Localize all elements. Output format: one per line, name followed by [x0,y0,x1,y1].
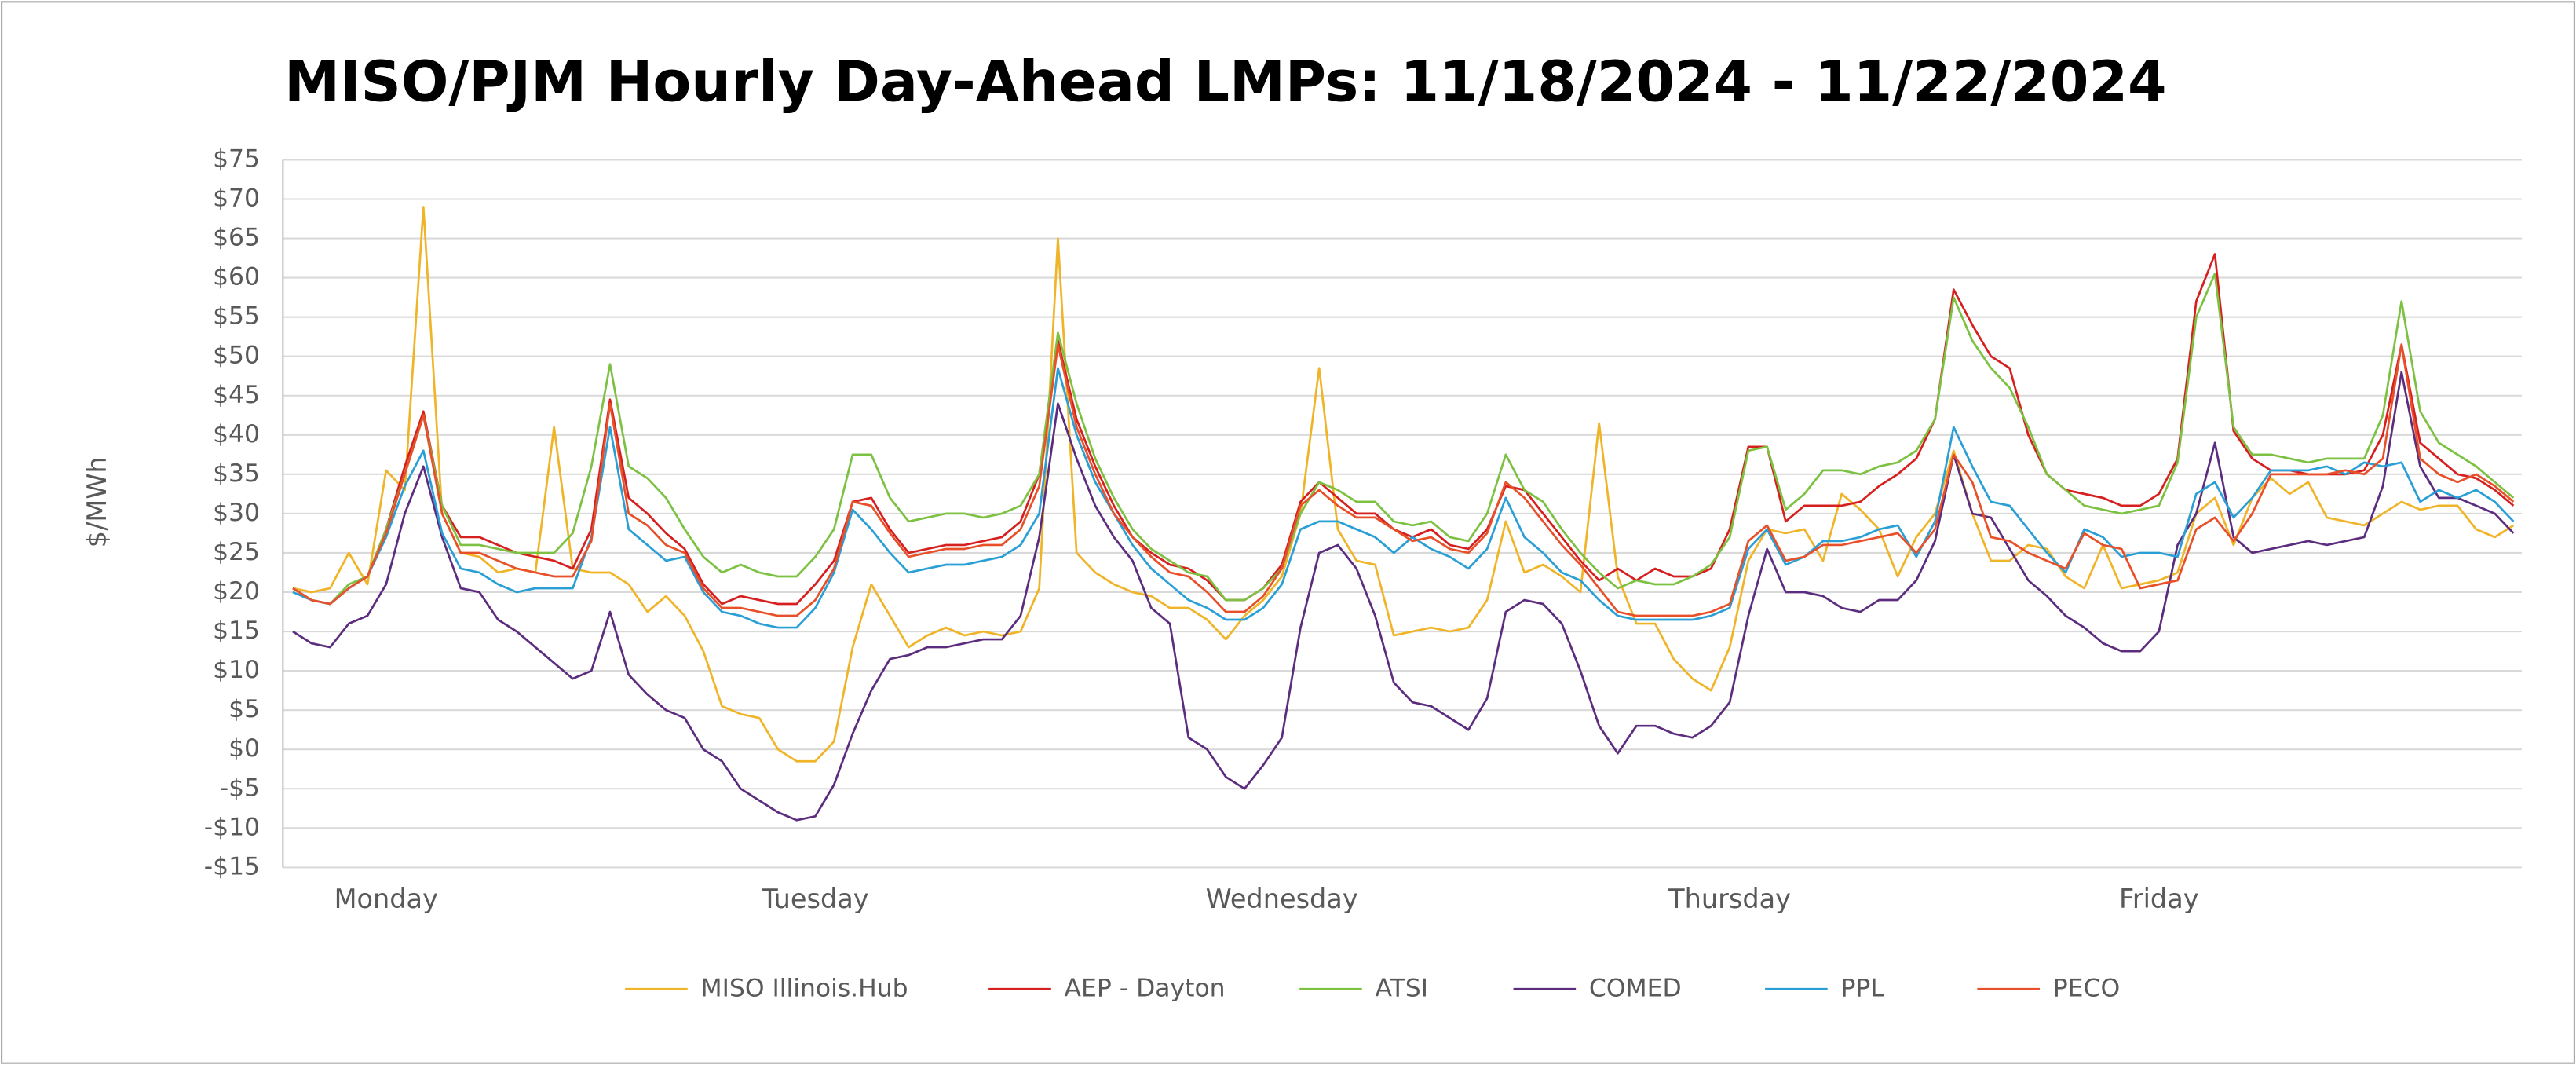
y-tick-label: $65 [213,224,260,252]
y-tick-label: $25 [213,538,260,566]
legend-label: PECO [2053,974,2120,1002]
y-tick-label: $10 [213,656,260,684]
y-tick-label: -$10 [204,813,260,841]
y-tick-label: $55 [213,302,260,331]
y-axis-label: $/MWh [82,456,112,547]
legend-label: ATSI [1376,974,1428,1002]
y-tick-label: $75 [213,145,260,173]
series-line [292,367,2515,629]
grid: $75 $70 $65 $60 $55 $50 $45 $40 $35 $30 $25 $20 $15 $… [204,145,2522,914]
y-tick-label: $70 [213,184,260,212]
legend-label: AEP - Dayton [1065,974,1226,1002]
x-tick-label: Monday [334,884,438,914]
series-line [292,371,2515,822]
series-line [292,343,2515,617]
y-tick-label: $0 [228,734,260,763]
y-tick-label: $60 [213,263,260,291]
legend-label: MISO Illinois.Hub [701,974,908,1002]
chart-title: MISO/PJM Hourly Day-Ahead LMPs: 11/18/20… [284,49,2166,115]
y-tick-label: -$15 [204,852,260,880]
legend-label: PPL [1840,974,1884,1002]
x-tick-label: Friday [2119,884,2199,914]
y-tick-label: $35 [213,459,260,488]
x-tick-label: Thursday [1668,884,1791,914]
lines [292,206,2515,822]
legend: MISO Illinois.Hub AEP - Dayton ATSI COMED PP… [625,974,2120,1002]
y-tick-label: $45 [213,381,260,409]
y-tick-label: $15 [213,617,260,645]
y-tick-label: $50 [213,342,260,370]
x-tick-label: Wednesday [1206,884,1358,914]
series-line [292,206,2515,763]
y-tick-label: $40 [213,420,260,448]
x-tick-label: Tuesday [761,884,868,914]
y-tick-label: -$5 [220,774,260,802]
y-tick-label: $20 [213,577,260,606]
y-tick-label: $5 [228,695,260,723]
y-tick-label: $30 [213,499,260,527]
series-line [292,253,2515,606]
series-line [292,273,2515,606]
legend-label: COMED [1589,974,1682,1002]
